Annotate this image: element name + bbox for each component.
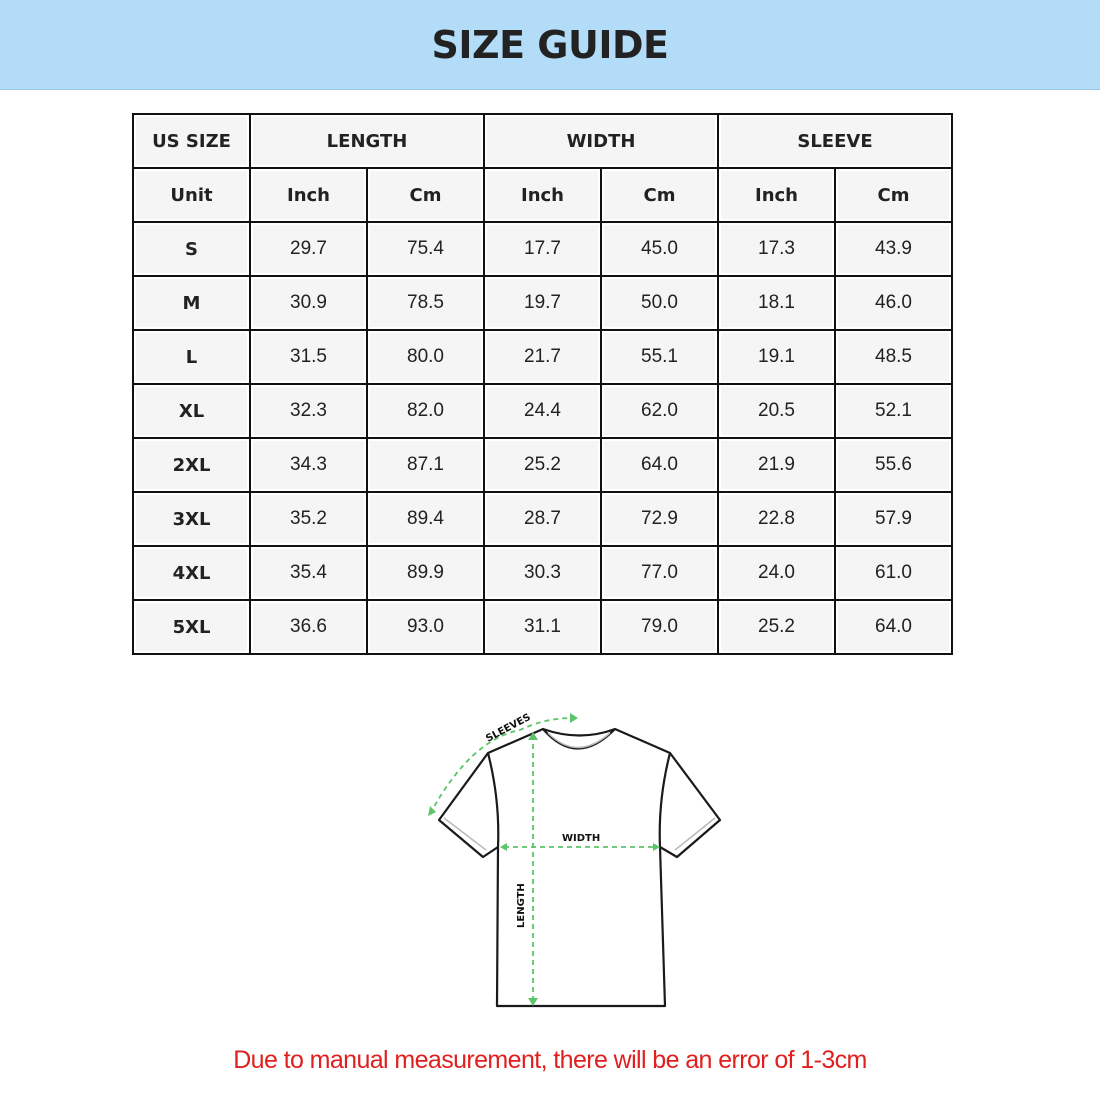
value-cell: 82.0 [366,383,485,439]
value-cell: 89.4 [366,491,485,547]
unit-cell: Inch [717,167,836,223]
value-cell: 24.0 [717,545,836,601]
size-cell: 2XL [132,437,251,493]
value-cell: 19.1 [717,329,836,385]
value-cell: 46.0 [834,275,953,331]
header-sleeve: SLEEVE [717,113,953,169]
value-cell: 87.1 [366,437,485,493]
value-cell: 79.0 [600,599,719,655]
header-banner: SIZE GUIDE [0,0,1100,90]
table-row: L 31.5 80.0 21.7 55.1 19.1 48.5 [132,329,953,385]
value-cell: 21.9 [717,437,836,493]
table-row: M 30.9 78.5 19.7 50.0 18.1 46.0 [132,275,953,331]
sleeves-label: SLEEVES [484,712,532,745]
value-cell: 25.2 [483,437,602,493]
unit-cell: Unit [132,167,251,223]
group-header-row: US SIZE LENGTH WIDTH SLEEVE [132,113,953,169]
unit-cell: Cm [366,167,485,223]
value-cell: 64.0 [834,599,953,655]
size-cell: S [132,221,251,277]
value-cell: 80.0 [366,329,485,385]
value-cell: 32.3 [249,383,368,439]
table-row: 2XL 34.3 87.1 25.2 64.0 21.9 55.6 [132,437,953,493]
value-cell: 22.8 [717,491,836,547]
size-cell: L [132,329,251,385]
value-cell: 17.7 [483,221,602,277]
value-cell: 35.4 [249,545,368,601]
size-cell: M [132,275,251,331]
measure-arrows [429,717,656,1002]
value-cell: 64.0 [600,437,719,493]
header-width: WIDTH [483,113,719,169]
table-row: XL 32.3 82.0 24.4 62.0 20.5 52.1 [132,383,953,439]
value-cell: 21.7 [483,329,602,385]
value-cell: 31.5 [249,329,368,385]
unit-cell: Cm [600,167,719,223]
value-cell: 75.4 [366,221,485,277]
table-row: 5XL 36.6 93.0 31.1 79.0 25.2 64.0 [132,599,953,655]
value-cell: 30.9 [249,275,368,331]
header-length: LENGTH [249,113,485,169]
table-row: S 29.7 75.4 17.7 45.0 17.3 43.9 [132,221,953,277]
value-cell: 29.7 [249,221,368,277]
size-table: US SIZE LENGTH WIDTH SLEEVE Unit Inch Cm… [132,113,953,655]
header-us-size: US SIZE [132,113,251,169]
table-row: 4XL 35.4 89.9 30.3 77.0 24.0 61.0 [132,545,953,601]
unit-cell: Inch [483,167,602,223]
value-cell: 50.0 [600,275,719,331]
length-label: LENGTH [516,883,527,928]
value-cell: 55.6 [834,437,953,493]
value-cell: 52.1 [834,383,953,439]
value-cell: 19.7 [483,275,602,331]
value-cell: 18.1 [717,275,836,331]
value-cell: 48.5 [834,329,953,385]
value-cell: 55.1 [600,329,719,385]
value-cell: 61.0 [834,545,953,601]
value-cell: 25.2 [717,599,836,655]
value-cell: 72.9 [600,491,719,547]
unit-header-row: Unit Inch Cm Inch Cm Inch Cm [132,167,953,223]
value-cell: 77.0 [600,545,719,601]
width-label: WIDTH [562,833,600,844]
value-cell: 28.7 [483,491,602,547]
table-row: 3XL 35.2 89.4 28.7 72.9 22.8 57.9 [132,491,953,547]
size-cell: 3XL [132,491,251,547]
value-cell: 20.5 [717,383,836,439]
value-cell: 89.9 [366,545,485,601]
value-cell: 17.3 [717,221,836,277]
value-cell: 35.2 [249,491,368,547]
measurement-note: Due to manual measurement, there will be… [233,1046,867,1074]
value-cell: 45.0 [600,221,719,277]
value-cell: 93.0 [366,599,485,655]
value-cell: 24.4 [483,383,602,439]
value-cell: 62.0 [600,383,719,439]
value-cell: 34.3 [249,437,368,493]
unit-cell: Inch [249,167,368,223]
unit-cell: Cm [834,167,953,223]
tshirt-outline [437,727,722,1008]
size-cell: 4XL [132,545,251,601]
value-cell: 78.5 [366,275,485,331]
page-title: SIZE GUIDE [431,22,669,67]
value-cell: 30.3 [483,545,602,601]
value-cell: 36.6 [249,599,368,655]
size-cell: XL [132,383,251,439]
size-cell: 5XL [132,599,251,655]
value-cell: 31.1 [483,599,602,655]
value-cell: 57.9 [834,491,953,547]
value-cell: 43.9 [834,221,953,277]
